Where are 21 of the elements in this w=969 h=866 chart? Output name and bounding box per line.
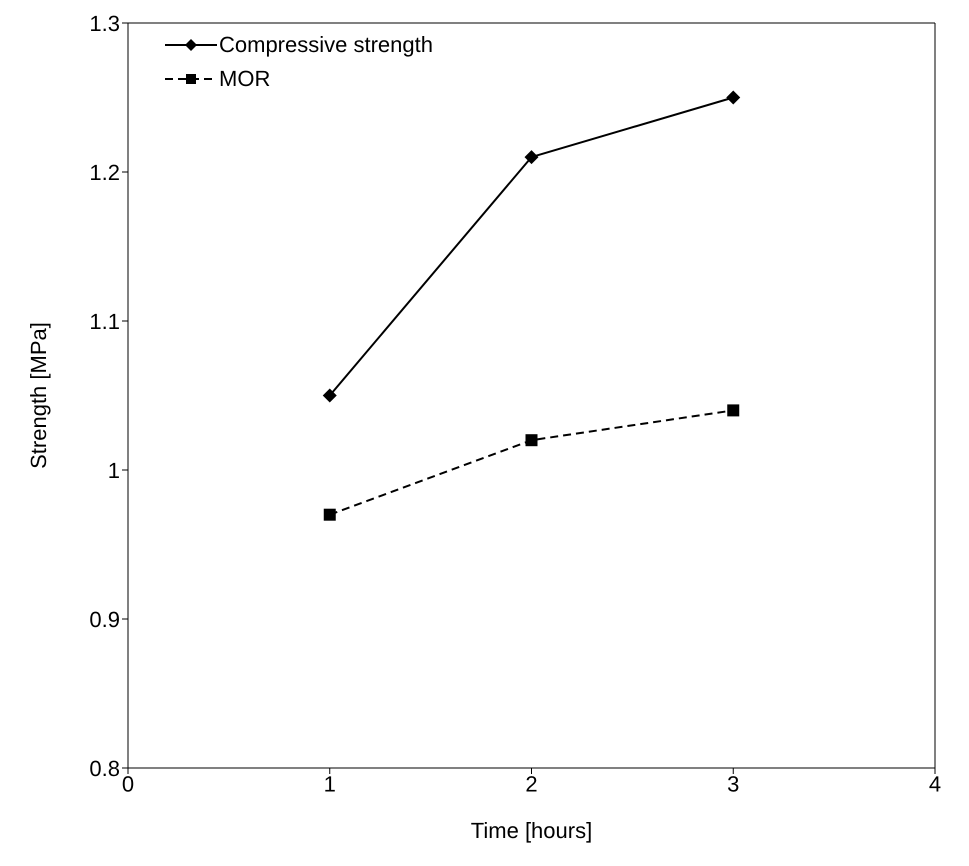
x-tick-label: 4 [928, 772, 942, 797]
x-axis-title: Time [hours] [470, 818, 592, 843]
y-tick-label: 0.8 [89, 756, 120, 781]
x-tick-label: 2 [525, 772, 538, 797]
legend-label: Compressive strength [219, 32, 433, 58]
x-tick-label: 0 [122, 772, 134, 797]
y-tick-label: 1.1 [89, 308, 120, 334]
x-tick-label: 3 [727, 772, 740, 797]
x-tick-label: 1 [324, 772, 336, 797]
point [526, 434, 538, 446]
point [322, 388, 337, 402]
point [727, 404, 740, 416]
y-axis-title: Strength [MPa] [26, 322, 51, 469]
point [726, 90, 740, 104]
point [324, 508, 336, 521]
point [524, 150, 538, 164]
legend-label: MOR [219, 66, 270, 92]
y-tick-label: 1.2 [89, 160, 120, 185]
y-tick-label: 1.3 [89, 10, 120, 36]
y-tick-label: 1 [108, 458, 120, 483]
y-tick-label: 0.9 [89, 606, 120, 632]
